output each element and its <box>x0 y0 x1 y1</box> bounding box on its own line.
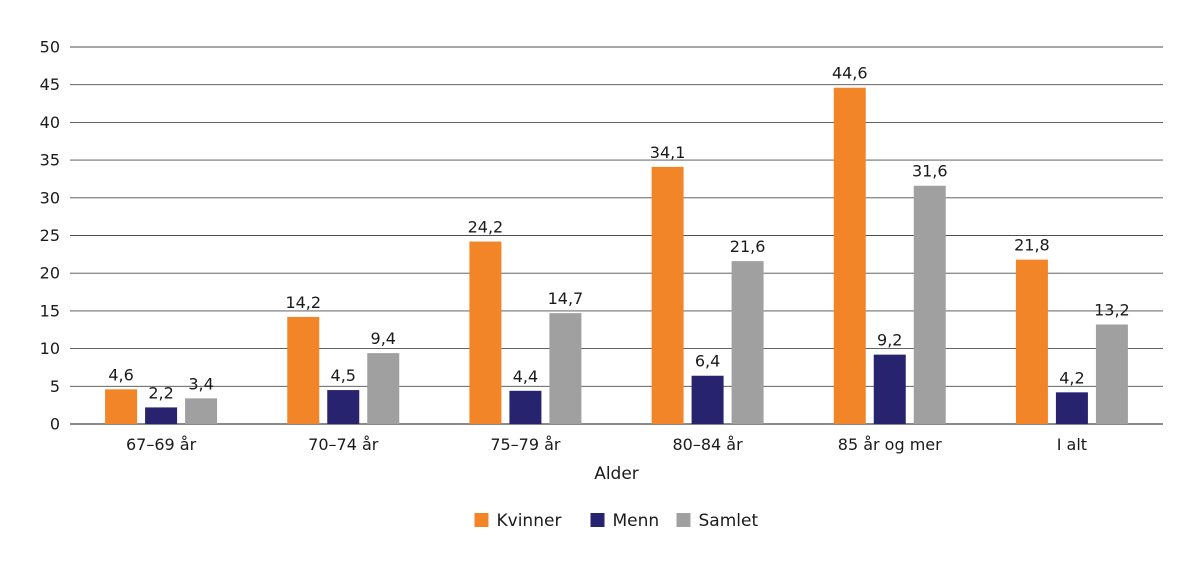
data-labels-layer: 4,6 2,2 3,4 14,2 4,5 9,4 24,2 4,4 14,7 34,1 6,4 21,… <box>108 64 1129 403</box>
y-tick-label: 35 <box>40 151 60 170</box>
y-tick-label: 0 <box>50 415 60 434</box>
bar-samlet <box>1095 324 1128 424</box>
legend-item-kvinner: Kvinner <box>474 511 562 531</box>
bar-samlet <box>185 398 218 424</box>
data-label: 31,6 <box>912 162 948 181</box>
grid-layer <box>70 46 1163 425</box>
data-label: 9,4 <box>371 329 396 348</box>
x-tick-label: I alt <box>1057 435 1087 454</box>
y-tick-label: 30 <box>40 188 60 207</box>
y-tick-label: 50 <box>40 38 60 57</box>
data-label: 13,2 <box>1094 300 1130 319</box>
bar-samlet <box>367 353 400 424</box>
x-tick-label: 67–69 år <box>126 435 197 454</box>
legend-item-menn: Menn <box>590 511 660 531</box>
data-label: 44,6 <box>832 64 868 83</box>
x-tick-label: 85 år og mer <box>838 435 942 454</box>
bar-kvinner <box>105 389 138 424</box>
data-label: 14,7 <box>548 289 584 308</box>
x-tick-label: 80–84 år <box>672 435 743 454</box>
bar-menn <box>509 390 542 424</box>
data-label: 21,6 <box>730 237 766 256</box>
bar-menn <box>1055 392 1088 424</box>
y-tick-label: 45 <box>40 75 60 94</box>
y-tick-label: 10 <box>40 339 60 358</box>
y-tick-label: 5 <box>50 377 60 396</box>
tick-labels-layer: 0 5 10 15 20 25 30 35 40 45 50 67–69 år 70–74 år 75–7… <box>40 38 1087 455</box>
legend-label-samlet: Samlet <box>699 511 759 531</box>
data-label: 4,5 <box>331 366 356 385</box>
bar-kvinner <box>287 316 320 424</box>
bar-menn <box>873 354 906 424</box>
x-tick-label: 70–74 år <box>308 435 379 454</box>
legend-label-kvinner: Kvinner <box>497 511 562 531</box>
legend-label-menn: Menn <box>613 511 660 531</box>
data-label: 9,2 <box>877 331 902 350</box>
legend-item-samlet: Samlet <box>676 511 759 531</box>
data-label: 6,4 <box>695 352 720 371</box>
data-label: 4,4 <box>513 367 538 386</box>
bar-kvinner <box>651 166 684 425</box>
data-label: 3,4 <box>188 374 213 393</box>
data-label: 4,2 <box>1059 368 1084 387</box>
bar-samlet <box>913 185 946 424</box>
bar-samlet <box>731 261 764 424</box>
bars-layer <box>105 87 1128 425</box>
y-tick-label: 25 <box>40 226 60 245</box>
bar-kvinner <box>833 87 866 424</box>
data-label: 21,8 <box>1014 236 1050 255</box>
bar-samlet <box>549 313 582 424</box>
legend-swatch-kvinner <box>474 513 489 527</box>
bar-menn <box>327 390 360 424</box>
x-axis-title: Alder <box>594 464 639 484</box>
legend-swatch-menn <box>590 513 605 527</box>
bar-menn <box>691 375 724 424</box>
x-tick-label: 75–79 år <box>490 435 561 454</box>
bar-kvinner <box>1015 259 1048 424</box>
y-tick-label: 40 <box>40 113 60 132</box>
data-label: 4,6 <box>108 365 133 384</box>
data-label: 24,2 <box>468 218 504 237</box>
bar-kvinner <box>469 241 502 424</box>
legend-swatch-samlet <box>676 513 691 527</box>
legend: Kvinner Menn Samlet <box>474 511 759 531</box>
data-label: 2,2 <box>148 383 173 402</box>
data-label: 34,1 <box>650 143 686 162</box>
y-tick-label: 15 <box>40 301 60 320</box>
bar-menn <box>145 407 178 424</box>
y-tick-label: 20 <box>40 264 60 283</box>
data-label: 14,2 <box>285 293 321 312</box>
